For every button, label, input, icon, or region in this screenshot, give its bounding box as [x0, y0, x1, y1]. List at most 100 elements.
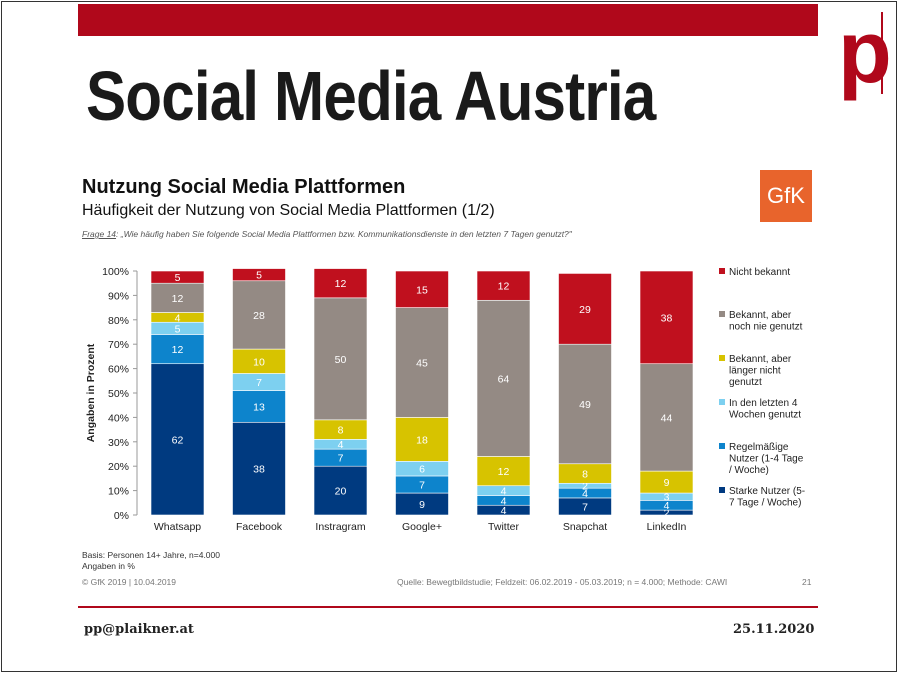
- bar-value-label: 12: [172, 344, 184, 356]
- y-tick-label: 30%: [108, 437, 129, 449]
- bar-value-label: 15: [416, 284, 428, 296]
- bar-segment: [150, 363, 205, 516]
- bar-value-label: 8: [338, 425, 344, 437]
- bar-segment: [150, 282, 205, 313]
- email-address: pp@plaikner.at: [84, 622, 194, 637]
- y-tick-label: 60%: [108, 364, 129, 376]
- slide-title: Social Media Austria: [86, 57, 656, 135]
- bar-value-label: 4: [501, 486, 507, 498]
- bar-segment: [395, 417, 449, 462]
- y-tick-label: 70%: [108, 339, 129, 351]
- bar-segment: [476, 299, 531, 457]
- x-category-label: Instragram: [315, 521, 365, 533]
- survey-question: Frage 14: „Wie häufig haben Sie folgende…: [82, 229, 572, 239]
- bar-segment: [558, 273, 612, 345]
- legend-swatch: [719, 355, 725, 361]
- question-label: Frage 14: [82, 229, 117, 239]
- y-tick-label: 80%: [108, 315, 129, 327]
- legend-label: In den letzten 4: [729, 398, 798, 409]
- bar-value-label: 12: [498, 466, 510, 478]
- legend-label: Regelmäßige: [729, 442, 789, 453]
- bar-value-label: 3: [664, 492, 670, 504]
- bar-value-label: 4: [338, 439, 344, 451]
- bar-value-label: 18: [416, 434, 428, 446]
- bar-value-label: 10: [253, 356, 265, 368]
- source-note: Quelle: Bewegtbildstudie; Feldzeit: 06.0…: [397, 577, 728, 587]
- bar-value-label: 12: [172, 293, 184, 305]
- bar-value-label: 8: [582, 469, 588, 481]
- bar-segment: [232, 348, 286, 374]
- page-number: 21: [802, 577, 812, 587]
- x-category-label: Whatsapp: [154, 521, 201, 533]
- slide-date: 25.11.2020: [733, 622, 815, 637]
- bar-value-label: 9: [419, 499, 425, 511]
- bar-segment: [150, 270, 205, 284]
- bar-value-label: 29: [579, 304, 591, 316]
- legend-label: genutzt: [729, 377, 762, 388]
- bar-segment: [313, 268, 368, 299]
- y-tick-label: 100%: [102, 266, 129, 278]
- gfk-logo: GfK: [760, 170, 812, 222]
- bar-value-label: 20: [335, 486, 347, 498]
- bar-value-label: 4: [175, 312, 181, 324]
- x-category-label: Twitter: [488, 521, 519, 533]
- bar-value-label: 49: [579, 399, 591, 411]
- bar-value-label: 5: [175, 272, 181, 284]
- x-category-label: Google+: [402, 521, 442, 533]
- bar-value-label: 7: [338, 453, 344, 465]
- bar-segment: [639, 270, 694, 365]
- bar-value-label: 12: [335, 278, 347, 290]
- logo-divider: [881, 12, 883, 94]
- bar-value-label: 9: [664, 477, 670, 489]
- bar-value-label: 4: [582, 488, 588, 500]
- bar-segment: [313, 297, 368, 421]
- basis-line-2: Angaben in %: [82, 561, 135, 571]
- y-tick-label: 20%: [108, 461, 129, 473]
- bar-value-label: 64: [498, 373, 510, 385]
- bar-value-label: 38: [253, 464, 265, 476]
- y-tick-label: 90%: [108, 290, 129, 302]
- basis-line-1: Basis: Personen 14+ Jahre, n=4.000: [82, 550, 220, 560]
- legend-label: Bekannt, aber: [729, 354, 792, 365]
- bar-segment: [476, 456, 531, 487]
- bar-segment: [476, 270, 531, 301]
- bar-value-label: 6: [419, 464, 425, 476]
- question-text: : „Wie häufig haben Sie folgende Social …: [116, 229, 572, 239]
- bar-value-label: 13: [253, 401, 265, 413]
- bar-segment: [232, 280, 286, 350]
- legend-label: Nicht bekannt: [729, 267, 790, 278]
- bar-value-label: 7: [419, 480, 425, 492]
- basis-note: Basis: Personen 14+ Jahre, n=4.000 Angab…: [82, 550, 220, 572]
- chart-subtitle: Häufigkeit der Nutzung von Social Media …: [82, 202, 495, 219]
- bar-value-label: 45: [416, 358, 428, 370]
- x-category-label: Facebook: [236, 521, 283, 533]
- legend-label: Starke Nutzer (5-: [729, 486, 805, 497]
- legend-swatch: [719, 487, 725, 493]
- bar-value-label: 50: [335, 354, 347, 366]
- bar-segment: [232, 421, 286, 516]
- bar-value-label: 44: [661, 412, 673, 424]
- bar-value-label: 62: [172, 434, 184, 446]
- bar-value-label: 12: [498, 281, 510, 293]
- bar-value-label: 5: [175, 323, 181, 335]
- legend-label: Wochen genutzt: [729, 410, 801, 421]
- legend-swatch: [719, 443, 725, 449]
- legend-label: 7 Tage / Woche): [729, 498, 801, 509]
- bar-value-label: 5: [256, 270, 262, 282]
- x-category-label: LinkedIn: [647, 521, 687, 533]
- bar-segment: [558, 343, 612, 465]
- bar-value-label: 4: [664, 500, 670, 512]
- y-tick-label: 0%: [114, 510, 129, 522]
- chart-title: Nutzung Social Media Plattformen: [82, 176, 406, 198]
- top-accent-bar: [78, 4, 818, 36]
- bar-segment: [395, 270, 449, 308]
- bottom-divider: [78, 606, 818, 608]
- bar-value-label: 7: [256, 377, 262, 389]
- bar-value-label: 4: [501, 505, 507, 517]
- legend-label: Bekannt, aber: [729, 310, 792, 321]
- legend-swatch: [719, 311, 725, 317]
- bar-value-label: 28: [253, 310, 265, 322]
- bar-segment: [313, 465, 368, 516]
